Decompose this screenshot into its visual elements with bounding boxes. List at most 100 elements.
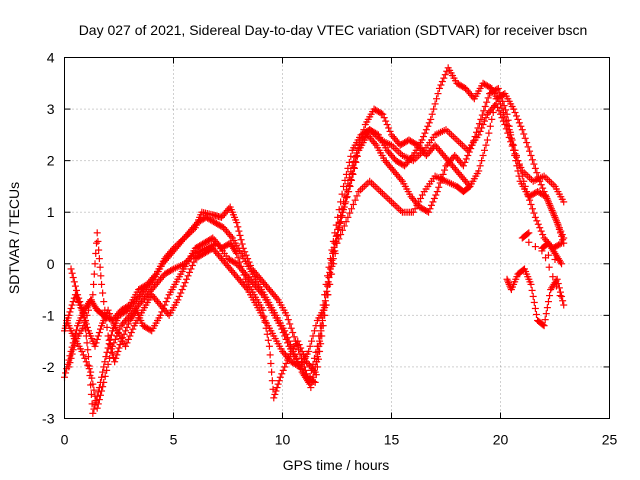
data-point bbox=[355, 188, 363, 196]
data-point bbox=[525, 229, 533, 237]
data-point bbox=[106, 310, 114, 318]
data-point bbox=[348, 170, 356, 178]
data-point bbox=[497, 100, 504, 108]
data-point bbox=[105, 340, 113, 348]
data-point bbox=[393, 146, 401, 154]
data-point bbox=[345, 188, 353, 196]
data-point bbox=[539, 321, 547, 329]
data-point bbox=[92, 339, 100, 347]
data-point bbox=[526, 147, 534, 155]
data-point bbox=[312, 348, 320, 356]
data-point bbox=[346, 209, 354, 217]
data-point bbox=[397, 206, 405, 214]
data-point bbox=[286, 341, 294, 349]
data-point bbox=[164, 294, 172, 302]
data-point bbox=[502, 117, 510, 125]
data-point bbox=[379, 110, 387, 118]
data-point bbox=[429, 198, 437, 206]
data-point bbox=[239, 267, 247, 275]
data-point bbox=[418, 191, 426, 199]
data-point bbox=[287, 324, 295, 332]
data-point bbox=[366, 177, 374, 185]
data-points bbox=[61, 64, 568, 417]
data-point bbox=[90, 386, 98, 394]
data-point bbox=[298, 347, 306, 355]
data-point bbox=[123, 339, 131, 347]
data-point bbox=[234, 223, 242, 231]
data-point bbox=[528, 286, 536, 294]
data-point bbox=[270, 394, 278, 402]
data-point bbox=[462, 155, 470, 163]
data-point bbox=[550, 210, 558, 218]
data-point bbox=[341, 176, 349, 184]
series-track-e bbox=[503, 229, 568, 330]
data-point bbox=[127, 329, 135, 337]
data-point bbox=[424, 122, 432, 130]
data-point bbox=[187, 265, 195, 273]
data-point bbox=[272, 387, 280, 395]
data-point bbox=[510, 105, 518, 113]
data-point bbox=[552, 215, 560, 223]
data-point bbox=[337, 231, 345, 239]
data-point bbox=[524, 230, 532, 238]
data-point bbox=[533, 169, 541, 177]
data-point bbox=[264, 336, 272, 344]
data-point bbox=[91, 342, 99, 350]
data-point bbox=[485, 129, 493, 137]
data-point bbox=[517, 167, 525, 175]
data-point bbox=[284, 334, 292, 342]
data-point bbox=[321, 297, 329, 305]
data-point bbox=[332, 221, 340, 229]
data-point bbox=[190, 258, 198, 266]
data-point bbox=[291, 351, 299, 359]
data-point bbox=[482, 114, 490, 122]
data-point bbox=[310, 327, 318, 335]
data-point bbox=[288, 344, 296, 352]
data-point bbox=[542, 193, 550, 201]
data-point bbox=[322, 301, 330, 309]
series-track-d bbox=[67, 64, 566, 417]
y-axis-label: SDTVAR / TECUs bbox=[6, 182, 22, 294]
data-point bbox=[340, 222, 348, 230]
data-point bbox=[87, 368, 95, 376]
data-point bbox=[331, 249, 339, 257]
data-point bbox=[124, 320, 132, 328]
data-point bbox=[432, 191, 440, 199]
data-point bbox=[78, 306, 86, 314]
data-point bbox=[541, 316, 549, 324]
data-point bbox=[111, 323, 119, 331]
data-point bbox=[266, 351, 274, 359]
data-point bbox=[94, 388, 102, 396]
data-point bbox=[465, 148, 473, 156]
data-point bbox=[537, 227, 545, 235]
data-point bbox=[345, 182, 353, 190]
data-point bbox=[508, 136, 516, 144]
data-point bbox=[514, 115, 522, 123]
data-point bbox=[99, 383, 107, 391]
y-tick-label: 4 bbox=[47, 50, 55, 66]
plot-frame bbox=[64, 57, 610, 419]
data-point bbox=[531, 243, 539, 251]
data-point bbox=[474, 124, 482, 132]
data-point bbox=[69, 274, 77, 282]
data-point bbox=[498, 104, 506, 112]
data-point bbox=[477, 115, 485, 123]
data-point bbox=[148, 277, 156, 285]
data-point bbox=[457, 139, 465, 147]
data-point bbox=[467, 145, 475, 153]
data-point bbox=[530, 298, 538, 306]
data-point bbox=[92, 239, 100, 247]
data-point bbox=[93, 229, 101, 237]
data-point bbox=[362, 181, 370, 189]
data-point bbox=[541, 192, 549, 200]
data-point bbox=[373, 184, 381, 192]
data-point bbox=[317, 327, 325, 335]
data-point bbox=[84, 306, 92, 314]
data-point bbox=[536, 177, 544, 185]
data-point bbox=[67, 354, 75, 362]
data-point bbox=[518, 126, 526, 134]
data-point bbox=[294, 337, 302, 345]
data-point bbox=[96, 325, 104, 333]
data-point bbox=[311, 368, 319, 376]
data-point bbox=[99, 368, 107, 376]
